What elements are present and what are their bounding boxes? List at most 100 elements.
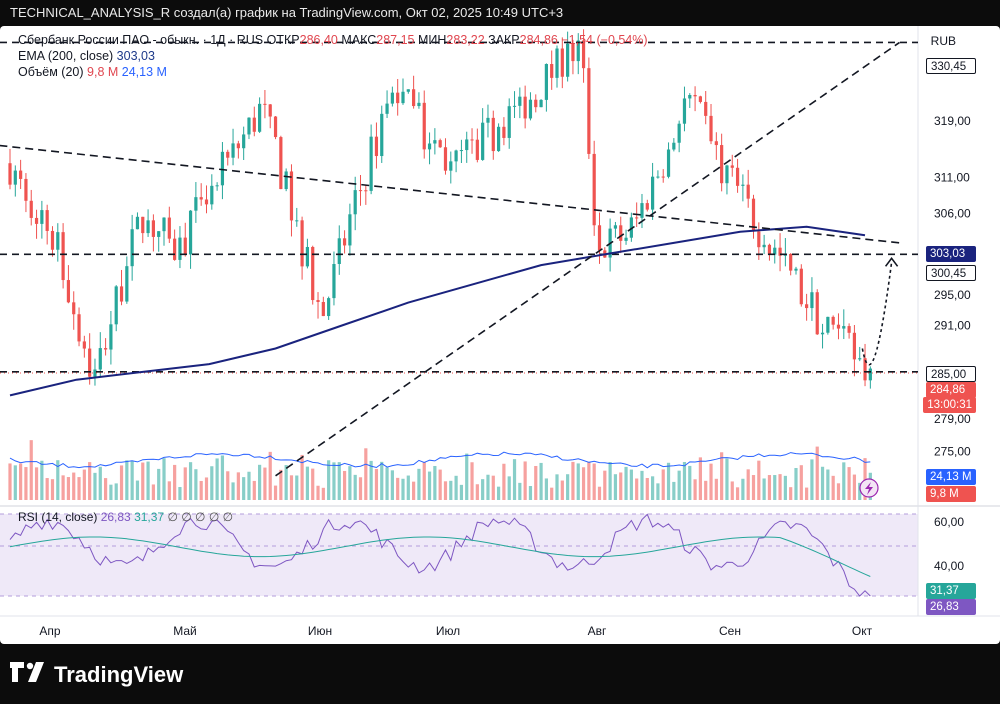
candle — [236, 140, 240, 159]
open-value: 286,40 — [299, 33, 338, 47]
volume-bar — [566, 474, 570, 500]
volume-bar — [688, 465, 692, 500]
candle — [45, 204, 49, 245]
legend-ema-row[interactable]: EMA (200, close) 303,03 — [18, 48, 648, 64]
volume-bar — [672, 481, 676, 500]
candle — [475, 128, 479, 163]
candle-body — [714, 141, 718, 146]
candle — [157, 231, 161, 252]
volume-bar — [842, 462, 846, 500]
candle — [656, 170, 660, 179]
candle-body — [624, 237, 628, 241]
candle-body — [157, 231, 161, 237]
candle-body — [746, 184, 750, 199]
candle-body — [353, 190, 357, 215]
volume-bar — [794, 468, 798, 500]
candle-body — [40, 210, 44, 224]
volume-bar — [587, 462, 591, 500]
candle-body — [640, 203, 644, 218]
volume-bar — [613, 474, 618, 500]
volume-bar — [682, 461, 687, 500]
volume-bar — [210, 466, 214, 500]
candle-body — [422, 102, 426, 150]
volume-bar — [656, 483, 660, 500]
candle — [242, 126, 246, 161]
volume-bar — [433, 465, 437, 500]
volume-bar — [369, 460, 373, 500]
trendline-ascending — [275, 41, 901, 477]
candle — [449, 151, 453, 184]
candle — [438, 138, 442, 148]
candle-body — [682, 98, 687, 124]
candle — [571, 39, 575, 75]
tag-vol-ma: 24,13 M — [926, 469, 976, 485]
candle — [470, 128, 474, 154]
volume-bar — [8, 463, 12, 500]
volume-bar — [29, 440, 33, 500]
candle-body — [666, 149, 671, 177]
candle — [810, 277, 814, 321]
price-chart[interactable]: 327,00319,00311,00306,00295,00291,00279,… — [0, 26, 1000, 644]
candle-body — [332, 264, 336, 299]
volume-bar — [528, 486, 533, 500]
volume-bar — [130, 460, 134, 500]
volume-bar — [720, 452, 724, 500]
candle — [369, 124, 373, 195]
volume-bar — [698, 457, 702, 500]
candle-body — [103, 348, 108, 350]
candle — [72, 291, 76, 330]
projection-arrow-head — [884, 256, 899, 267]
candle-body — [449, 161, 453, 171]
volume-bar — [459, 484, 464, 500]
currency-label[interactable]: RUB — [930, 34, 956, 48]
volume-bar — [486, 474, 490, 500]
candle — [534, 94, 538, 113]
candle — [119, 269, 124, 306]
legend-volume-row[interactable]: Объём (20) 9,8 M 24,13 M — [18, 64, 648, 80]
rsi-legend[interactable]: RSI (14, close) 26,83 31,37 ∅ ∅ ∅ ∅ ∅ — [18, 510, 233, 524]
time-tick-label: Май — [173, 624, 197, 638]
volume-bar — [805, 487, 809, 500]
candle-body — [242, 134, 246, 149]
legend-ohlc-row: Сбербанк России ПАО - обыкн. · 1Д · RUS … — [18, 32, 648, 48]
candle-body — [406, 89, 410, 92]
candle — [34, 209, 39, 239]
candle — [114, 285, 118, 332]
candle-body — [427, 143, 432, 150]
candle — [858, 346, 862, 362]
candle — [720, 133, 724, 192]
candle-body — [61, 232, 65, 281]
close-label: ЗАКР — [488, 33, 520, 47]
volume-bar — [72, 472, 76, 500]
candle-body — [581, 40, 586, 69]
candle — [815, 289, 819, 335]
candle-body — [24, 178, 28, 201]
candle-body — [592, 153, 596, 226]
candle-body — [560, 48, 564, 77]
candle-body — [730, 165, 734, 168]
candle-body — [188, 210, 193, 255]
volume-bar — [61, 475, 65, 500]
volume-bar — [151, 484, 155, 500]
candle — [820, 323, 825, 349]
rsi-placeholders: ∅ ∅ ∅ ∅ ∅ — [167, 510, 234, 524]
candle-body — [34, 217, 39, 224]
candle-body — [465, 139, 469, 151]
volume-bar — [762, 478, 766, 500]
candle — [258, 97, 262, 133]
candle-body — [651, 176, 655, 210]
candle — [688, 93, 692, 108]
candle — [364, 184, 368, 205]
candle — [666, 142, 671, 179]
candle-body — [507, 106, 511, 138]
time-tick-label: Авг — [588, 624, 607, 638]
volume-bar — [730, 481, 734, 500]
candle-body — [204, 199, 209, 205]
candle-body — [141, 216, 145, 234]
volume-ma-line — [9, 451, 871, 469]
candle — [751, 194, 756, 239]
symbol-name[interactable]: Сбербанк России ПАО - обыкн. · 1Д · RUS — [18, 33, 264, 47]
candle — [512, 91, 517, 118]
candle-body — [842, 326, 846, 329]
tag-countdown: 13:00:31 — [923, 397, 976, 413]
